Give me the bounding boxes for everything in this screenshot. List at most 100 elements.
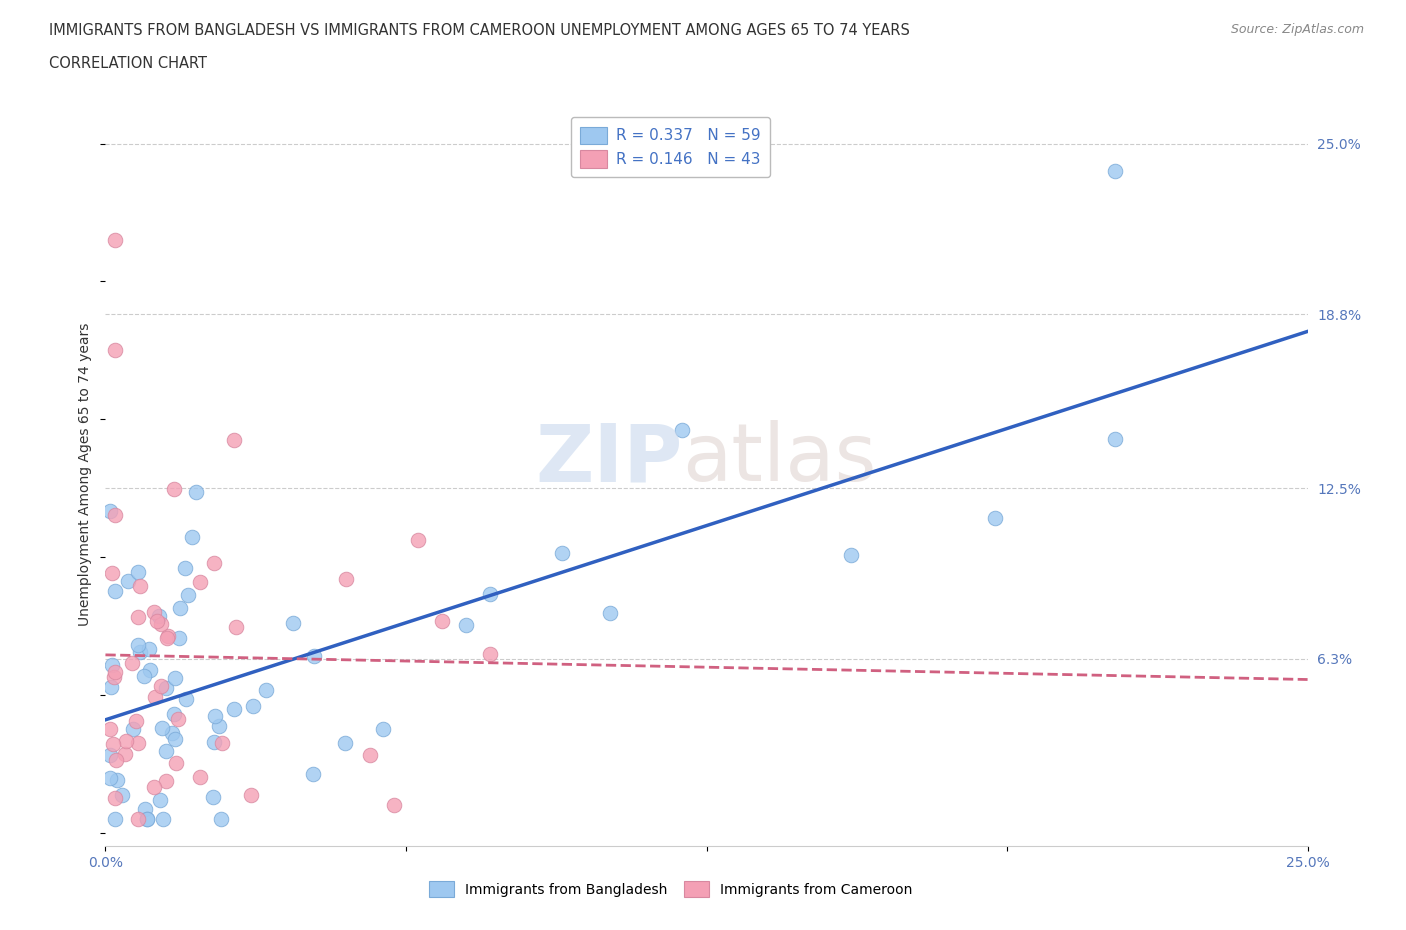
Point bbox=[98, 748, 121, 763]
Point bbox=[104, 664, 127, 679]
Y-axis label: Unemployment Among Ages 65 to 74 years: Unemployment Among Ages 65 to 74 years bbox=[79, 323, 93, 626]
Point bbox=[127, 637, 149, 652]
Point bbox=[224, 701, 246, 716]
Point bbox=[382, 798, 405, 813]
Text: IMMIGRANTS FROM BANGLADESH VS IMMIGRANTS FROM CAMEROON UNEMPLOYMENT AMONG AGES 6: IMMIGRANTS FROM BANGLADESH VS IMMIGRANTS… bbox=[49, 23, 910, 38]
Point bbox=[1104, 432, 1126, 446]
Point bbox=[984, 511, 1007, 525]
Point bbox=[98, 504, 121, 519]
Point bbox=[165, 755, 187, 770]
Point bbox=[111, 788, 134, 803]
Point bbox=[163, 482, 186, 497]
Point bbox=[333, 736, 356, 751]
Point bbox=[150, 721, 173, 736]
Point bbox=[105, 773, 128, 788]
Point bbox=[239, 788, 262, 803]
Point bbox=[136, 811, 159, 826]
Point bbox=[152, 811, 174, 826]
Point bbox=[671, 422, 693, 437]
Point bbox=[104, 790, 127, 805]
Point bbox=[599, 605, 621, 620]
Legend: Immigrants from Bangladesh, Immigrants from Cameroon: Immigrants from Bangladesh, Immigrants f… bbox=[423, 875, 918, 903]
Point bbox=[479, 647, 502, 662]
Point bbox=[155, 631, 177, 645]
Point bbox=[103, 811, 125, 826]
Point bbox=[156, 629, 179, 644]
Point bbox=[479, 587, 502, 602]
Point bbox=[1104, 164, 1126, 179]
Point bbox=[180, 530, 202, 545]
Point bbox=[149, 678, 172, 693]
Point bbox=[148, 608, 170, 623]
Point bbox=[139, 663, 162, 678]
Point bbox=[371, 722, 394, 737]
Point bbox=[104, 343, 127, 358]
Point bbox=[209, 811, 232, 826]
Point bbox=[155, 774, 177, 789]
Point bbox=[127, 811, 149, 826]
Point bbox=[207, 718, 229, 733]
Point bbox=[124, 713, 146, 728]
Point bbox=[132, 669, 155, 684]
Point bbox=[173, 561, 195, 576]
Point bbox=[839, 548, 862, 563]
Point bbox=[188, 575, 211, 590]
Point bbox=[149, 617, 172, 631]
Point bbox=[143, 689, 166, 704]
Point bbox=[302, 649, 325, 664]
Point bbox=[406, 532, 429, 547]
Point bbox=[104, 752, 127, 767]
Point bbox=[204, 709, 226, 724]
Point bbox=[254, 682, 277, 697]
Point bbox=[160, 725, 183, 740]
Point bbox=[177, 587, 200, 602]
Point bbox=[169, 600, 191, 615]
Point bbox=[103, 670, 125, 684]
Point bbox=[121, 655, 143, 670]
Point bbox=[155, 744, 177, 759]
Point bbox=[190, 769, 212, 784]
Point bbox=[335, 571, 357, 586]
Point bbox=[202, 555, 225, 570]
Point bbox=[100, 565, 122, 580]
Point bbox=[104, 584, 127, 599]
Point bbox=[155, 681, 177, 696]
Point bbox=[359, 748, 381, 763]
Text: ZIP: ZIP bbox=[536, 420, 682, 498]
Point bbox=[98, 721, 121, 736]
Point bbox=[430, 614, 453, 629]
Point bbox=[551, 546, 574, 561]
Text: CORRELATION CHART: CORRELATION CHART bbox=[49, 56, 207, 71]
Point bbox=[143, 604, 166, 619]
Point bbox=[134, 802, 156, 817]
Point bbox=[454, 618, 477, 632]
Point bbox=[127, 609, 149, 624]
Point bbox=[114, 746, 136, 761]
Point bbox=[163, 671, 186, 685]
Point bbox=[135, 811, 157, 826]
Point bbox=[211, 736, 233, 751]
Point bbox=[202, 735, 225, 750]
Text: atlas: atlas bbox=[682, 420, 877, 498]
Point bbox=[222, 432, 245, 447]
Point bbox=[100, 680, 122, 695]
Point bbox=[101, 658, 124, 672]
Point bbox=[121, 722, 143, 737]
Point bbox=[127, 736, 149, 751]
Point bbox=[98, 771, 121, 786]
Point bbox=[149, 792, 172, 807]
Point bbox=[184, 485, 207, 499]
Point bbox=[115, 733, 138, 748]
Point bbox=[167, 631, 190, 645]
Point bbox=[242, 698, 264, 713]
Point bbox=[302, 766, 325, 781]
Point bbox=[225, 620, 247, 635]
Point bbox=[163, 732, 186, 747]
Point bbox=[104, 232, 127, 247]
Point bbox=[127, 565, 149, 579]
Point bbox=[101, 737, 124, 751]
Point bbox=[104, 508, 127, 523]
Point bbox=[281, 616, 304, 631]
Point bbox=[146, 614, 169, 629]
Point bbox=[129, 644, 152, 659]
